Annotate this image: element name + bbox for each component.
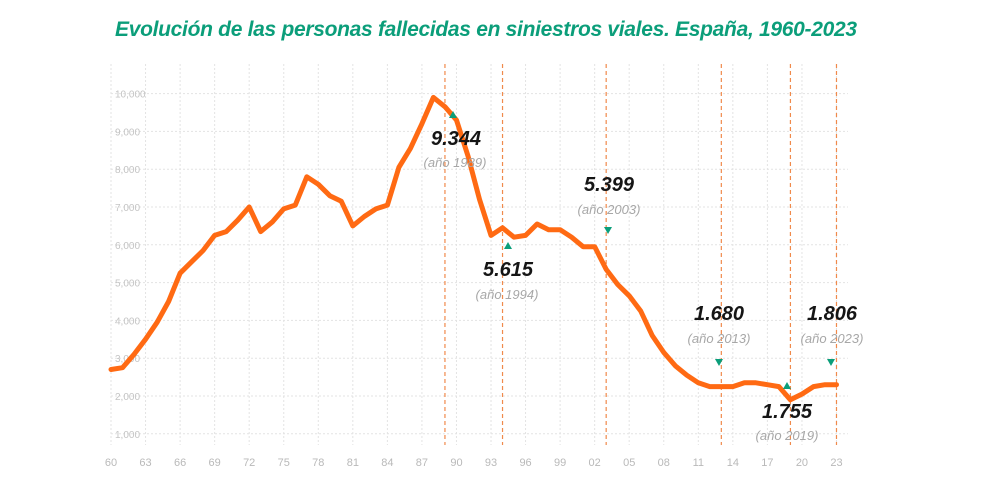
x-tick-label: 60	[105, 457, 117, 469]
x-tick-label: 90	[450, 457, 462, 469]
x-tick-label: 69	[209, 457, 221, 469]
y-tick-label: 1,000	[115, 430, 140, 441]
annotation-marker-1989	[449, 111, 457, 118]
annotations: 9.344 (año 1989) 5.615 (año 1994) 5.399 (año …	[424, 111, 864, 443]
annotation-value-1994: 5.615	[483, 259, 534, 281]
x-tick-label: 66	[174, 457, 186, 469]
y-tick-label: 9,000	[115, 127, 140, 138]
annotation-marker-2013	[715, 359, 723, 366]
annotation-value-1989: 9.344	[431, 128, 481, 150]
x-tick-label: 96	[519, 457, 531, 469]
x-tick-label: 75	[278, 457, 290, 469]
series-line	[108, 94, 839, 403]
x-tick-label: 11	[693, 457, 704, 469]
x-tick-label: 99	[554, 457, 566, 469]
grid-layer	[110, 64, 848, 445]
annotation-year-2019: (año 2019)	[756, 428, 819, 443]
x-axis-ticks: 60 63 66 69 72 75 78 81 84 87 90 93 96 99 02 05 08 11 14 17…	[105, 457, 843, 469]
x-tick-label: 23	[830, 457, 842, 469]
reference-lines	[444, 64, 838, 445]
annotation-year-2023: (año 2023)	[801, 331, 864, 346]
annotation-value-2023: 1.806	[807, 303, 858, 325]
y-tick-label: 6,000	[115, 241, 140, 252]
annotation-year-1989: (año 1989)	[424, 155, 487, 170]
y-tick-label: 10,000	[115, 90, 146, 101]
annotation-year-1994: (año 1994)	[476, 287, 539, 302]
annotation-marker-2003	[604, 227, 612, 234]
x-tick-label: 72	[243, 457, 255, 469]
annotation-year-2003: (año 2003)	[578, 202, 641, 217]
chart-title: Evolución de las personas fallecidas en …	[115, 18, 857, 41]
annotation-year-2013: (año 2013)	[688, 331, 751, 346]
x-tick-label: 17	[761, 457, 773, 469]
x-tick-label: 08	[658, 457, 670, 469]
x-tick-label: 63	[139, 457, 151, 469]
y-tick-label: 4,000	[115, 316, 140, 327]
y-tick-label: 7,000	[115, 203, 140, 214]
annotation-value-2003: 5.399	[584, 174, 635, 196]
annotation-marker-2019	[783, 382, 791, 389]
annotation-value-2013: 1.680	[694, 303, 744, 325]
y-tick-label: 8,000	[115, 165, 140, 176]
x-tick-label: 78	[312, 457, 324, 469]
x-tick-label: 93	[485, 457, 497, 469]
y-tick-label: 5,000	[115, 279, 140, 290]
annotation-marker-2023	[827, 359, 835, 366]
y-tick-label: 2,000	[115, 392, 140, 403]
x-tick-label: 05	[623, 457, 635, 469]
series-layer	[108, 94, 839, 403]
x-tick-label: 84	[381, 457, 393, 469]
x-tick-label: 87	[416, 457, 428, 469]
x-tick-label: 81	[347, 457, 359, 469]
x-tick-label: 20	[796, 457, 808, 469]
x-tick-label: 02	[589, 457, 601, 469]
y-axis-ticks: 1,0002,0003,0004,0005,0006,0007,0008,000…	[115, 90, 146, 441]
annotation-value-2019: 1.755	[762, 401, 813, 423]
x-tick-label: 14	[727, 457, 739, 469]
annotation-marker-1994	[504, 242, 512, 249]
